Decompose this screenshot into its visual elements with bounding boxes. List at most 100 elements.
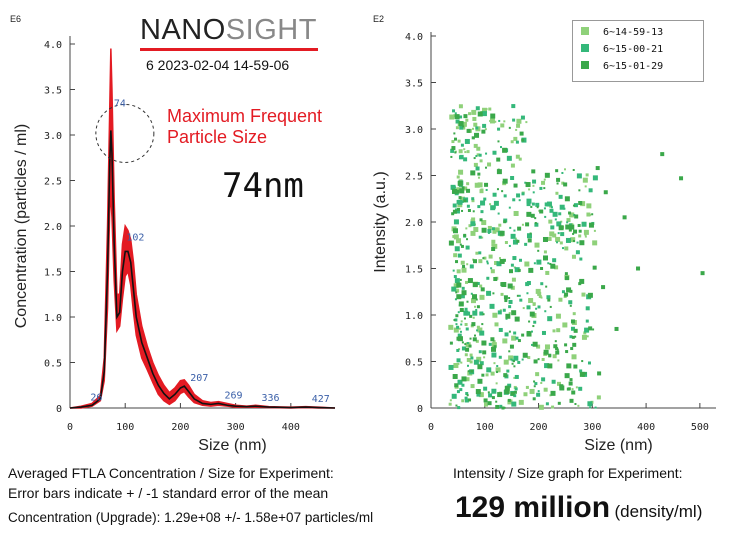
scatter-point: [460, 323, 463, 326]
scatter-point: [561, 171, 564, 174]
scatter-point: [460, 320, 463, 323]
scatter-point: [454, 383, 459, 388]
scatter-point: [478, 259, 483, 264]
scatter-point: [589, 213, 592, 216]
scatter-point: [564, 276, 569, 281]
scatter-point: [458, 196, 462, 200]
scatter-point: [496, 371, 499, 374]
scatter-point: [480, 287, 485, 292]
scatter-point: [526, 211, 532, 217]
scatter-point: [533, 359, 538, 364]
scatter-point: [486, 262, 489, 265]
scatter-point: [470, 219, 473, 222]
scatter-point: [592, 328, 595, 331]
scatter-point: [463, 199, 467, 203]
scatter-point: [585, 173, 589, 177]
scatter-point: [484, 182, 489, 187]
x-tick-label: 200: [171, 422, 189, 433]
scatter-point: [474, 182, 480, 188]
scatter-point: [614, 326, 619, 331]
scatter-point: [477, 378, 483, 384]
scatter-point: [471, 322, 476, 327]
scatter-point: [491, 352, 497, 358]
scatter-point: [465, 347, 470, 352]
x-tick-label: 0: [67, 422, 73, 433]
scatter-point: [458, 301, 464, 307]
scatter-point: [500, 292, 504, 296]
scatter-point: [580, 201, 586, 207]
scatter-point: [533, 380, 536, 383]
scatter-point: [575, 386, 578, 389]
scatter-point: [475, 155, 478, 158]
scatter-point: [473, 122, 478, 127]
scatter-point: [508, 350, 511, 353]
scatter-point: [544, 344, 550, 350]
scatter-point: [497, 140, 500, 143]
scatter-point: [464, 151, 467, 154]
scatter-point: [555, 313, 561, 319]
scatter-point: [503, 406, 506, 409]
scatter-point: [500, 146, 503, 149]
scatter-point: [530, 205, 533, 208]
scatter-point: [534, 382, 538, 386]
scatter-point: [484, 402, 489, 407]
scatter-point: [556, 177, 561, 182]
scatter-point: [524, 242, 528, 246]
scatter-point: [464, 396, 468, 400]
scatter-point: [469, 360, 473, 364]
scatter-point: [511, 104, 516, 109]
scatter-point: [476, 281, 480, 285]
scatter-point: [475, 126, 479, 130]
scatter-point: [525, 385, 529, 389]
scatter-point: [453, 219, 459, 225]
scatter-point: [453, 234, 459, 240]
scatter-point: [461, 376, 467, 382]
scatter-point: [484, 166, 487, 169]
scatter-point: [556, 221, 562, 227]
peak-label-427: 427: [312, 394, 330, 405]
scatter-point: [508, 330, 511, 333]
scatter-point: [466, 342, 469, 345]
scatter-point: [540, 282, 544, 286]
scatter-point: [490, 269, 495, 274]
scatter-point: [512, 118, 516, 122]
scatter-point: [448, 240, 454, 246]
scatter-point: [532, 191, 535, 194]
scatter-point: [466, 311, 471, 316]
scatter-point: [492, 243, 498, 249]
scatter-point: [498, 327, 503, 332]
scatter-point: [536, 259, 542, 265]
scatter-point: [528, 267, 534, 273]
x-tick-label: 100: [116, 422, 134, 433]
scatter-point: [542, 236, 548, 242]
scatter-point: [458, 169, 464, 175]
scatter-point: [498, 257, 501, 260]
scatter-point: [536, 392, 541, 397]
scatter-point: [547, 262, 550, 265]
scatter-point: [528, 297, 534, 303]
scatter-point: [466, 204, 470, 208]
scatter-point: [451, 140, 455, 144]
scatter-point: [482, 123, 487, 128]
scatter-point: [497, 127, 501, 131]
peak-label-102: 102: [126, 232, 144, 243]
scatter-point: [467, 209, 471, 213]
scatter-point: [466, 128, 471, 133]
scatter-point: [592, 240, 598, 246]
scatter-point: [459, 196, 465, 202]
scatter-point: [579, 371, 585, 377]
scatter-point: [575, 250, 580, 255]
scatter-point: [449, 341, 453, 345]
scatter-point: [586, 203, 592, 209]
scatter-point: [512, 198, 516, 202]
scatter-point: [700, 271, 705, 276]
scatter-point: [461, 383, 465, 387]
legend-item-1: 6~14-59-13: [581, 27, 663, 38]
scatter-point: [520, 115, 525, 120]
scatter-point: [512, 239, 518, 245]
scatter-point: [569, 378, 573, 382]
scatter-point: [578, 189, 581, 192]
annotation-line1: Maximum Frequent: [167, 106, 323, 126]
y-tick-label: 1.5: [44, 268, 62, 279]
scatter-point: [513, 229, 516, 232]
